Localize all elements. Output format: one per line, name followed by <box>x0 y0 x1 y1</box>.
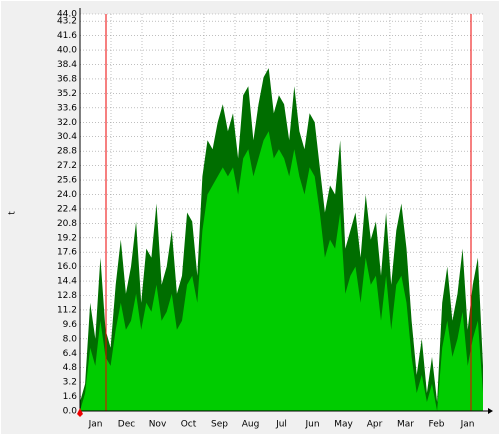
y-tick-label: 35.2 <box>57 89 77 99</box>
areas <box>80 68 483 412</box>
y-tick-label: 4.8 <box>63 363 78 373</box>
y-tick-label: 25.6 <box>57 176 77 186</box>
y-tick-label: 44.0 <box>57 10 77 20</box>
y-tick-label: 38.4 <box>57 60 77 70</box>
x-tick-label: Sep <box>211 420 228 430</box>
y-tick-label: 19.2 <box>57 233 77 243</box>
x-tick-label: Jan <box>88 420 103 430</box>
y-tick-label: 41.6 <box>57 31 77 41</box>
x-tick-label: Jul <box>275 420 287 430</box>
y-tick-label: 9.6 <box>63 320 78 330</box>
y-tick-label: 16.0 <box>57 262 77 272</box>
y-tick-label: 43.2 <box>57 17 77 27</box>
y-tick-label: 20.8 <box>57 219 77 229</box>
x-tick-label: Jan <box>460 420 475 430</box>
x-tick-label: May <box>334 420 353 430</box>
y-tick-label: 22.4 <box>57 204 77 214</box>
y-tick-label: 1.6 <box>63 392 78 402</box>
y-tick-label: 36.8 <box>57 74 77 84</box>
x-tick-label: Nov <box>149 420 167 430</box>
y-tick-label: 33.6 <box>57 103 77 113</box>
y-tick-label: 8.0 <box>63 334 78 344</box>
x-tick-label: Apr <box>367 420 383 430</box>
y-tick-label: 6.4 <box>63 349 78 359</box>
x-tick-label: Aug <box>242 420 260 430</box>
y-tick-label: 0.0 <box>63 407 78 417</box>
y-tick-label: 24.0 <box>57 190 77 200</box>
y-tick-label: 28.8 <box>57 147 77 157</box>
x-tick-label: Feb <box>429 420 445 430</box>
y-axis-label: t <box>8 211 18 215</box>
y-tick-label: 40.0 <box>57 46 77 56</box>
y-tick-label: 27.2 <box>57 161 77 171</box>
x-axis-arrow <box>488 408 493 414</box>
y-tick-label: 30.4 <box>57 132 77 142</box>
y-tick-label: 11.2 <box>57 305 77 315</box>
y-tick-label: 12.8 <box>57 291 77 301</box>
origin-marker <box>77 408 83 417</box>
y-tick-label: 17.6 <box>57 248 77 258</box>
area <box>80 131 483 412</box>
x-tick-label: Jun <box>304 420 319 430</box>
x-tick-label: Dec <box>118 420 135 430</box>
y-tick-label: 32.0 <box>57 118 77 128</box>
x-tick-label: Mar <box>397 420 414 430</box>
x-tick-label: Oct <box>181 420 197 430</box>
y-tick-label: 3.2 <box>63 378 77 388</box>
y-tick-label: 14.4 <box>57 277 77 287</box>
